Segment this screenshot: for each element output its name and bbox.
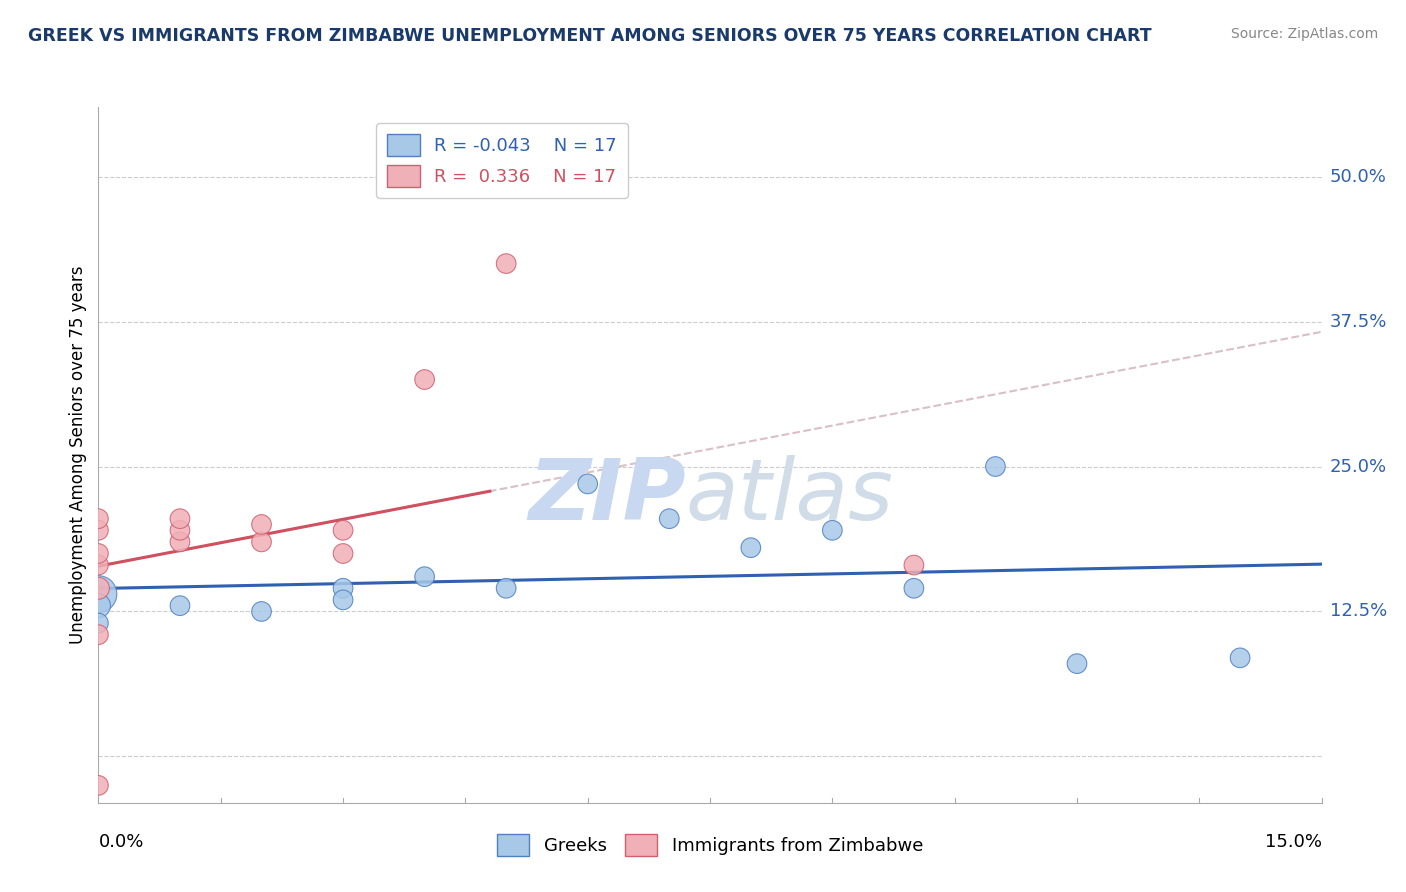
Text: Source: ZipAtlas.com: Source: ZipAtlas.com	[1230, 27, 1378, 41]
Point	[87, 582, 110, 596]
Text: 0.0%: 0.0%	[98, 833, 143, 851]
Point	[87, 587, 110, 601]
Legend: Greeks, Immigrants from Zimbabwe: Greeks, Immigrants from Zimbabwe	[489, 827, 931, 863]
Point	[250, 605, 273, 619]
Point	[332, 523, 354, 537]
Point	[658, 512, 681, 526]
Point	[250, 517, 273, 532]
Text: GREEK VS IMMIGRANTS FROM ZIMBABWE UNEMPLOYMENT AMONG SENIORS OVER 75 YEARS CORRE: GREEK VS IMMIGRANTS FROM ZIMBABWE UNEMPL…	[28, 27, 1152, 45]
Point	[821, 523, 844, 537]
Point	[495, 582, 517, 596]
Text: 25.0%: 25.0%	[1330, 458, 1388, 475]
Point	[169, 512, 191, 526]
Point	[1066, 657, 1088, 671]
Point	[413, 570, 436, 584]
Point	[87, 558, 110, 573]
Point	[332, 546, 354, 561]
Point	[169, 599, 191, 613]
Point	[332, 582, 354, 596]
Point	[576, 476, 599, 491]
Text: 12.5%: 12.5%	[1330, 602, 1388, 621]
Text: atlas: atlas	[686, 455, 894, 538]
Point	[250, 534, 273, 549]
Point	[87, 523, 110, 537]
Text: 15.0%: 15.0%	[1264, 833, 1322, 851]
Point	[87, 778, 110, 792]
Point	[87, 546, 110, 561]
Point	[903, 582, 925, 596]
Point	[87, 599, 110, 613]
Text: 37.5%: 37.5%	[1330, 312, 1388, 331]
Point	[413, 373, 436, 387]
Y-axis label: Unemployment Among Seniors over 75 years: Unemployment Among Seniors over 75 years	[69, 266, 87, 644]
Point	[87, 512, 110, 526]
Point	[169, 523, 191, 537]
Point	[1229, 651, 1251, 665]
Point	[495, 257, 517, 271]
Point	[332, 592, 354, 607]
Text: ZIP: ZIP	[527, 455, 686, 538]
Text: 50.0%: 50.0%	[1330, 168, 1386, 186]
Point	[87, 628, 110, 642]
Point	[87, 615, 110, 630]
Point	[984, 459, 1007, 474]
Point	[169, 534, 191, 549]
Point	[740, 541, 762, 555]
Point	[903, 558, 925, 573]
